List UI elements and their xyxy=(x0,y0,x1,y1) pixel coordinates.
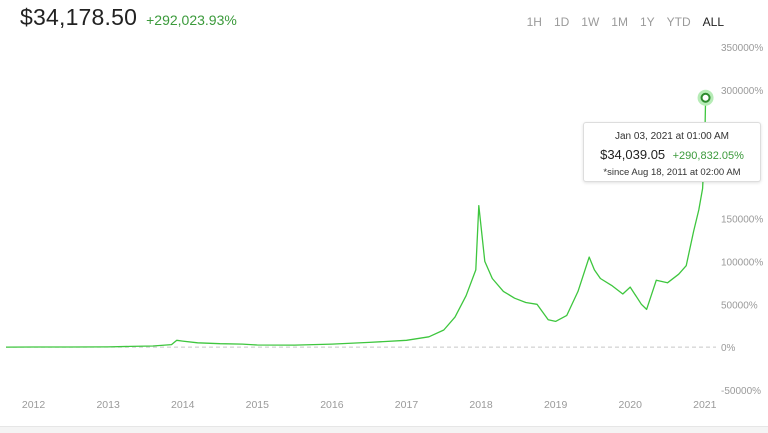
x-tick-label: 2014 xyxy=(171,399,195,411)
y-tick-label: 50000% xyxy=(721,300,758,311)
chart-tooltip: Jan 03, 2021 at 01:00 AM $34,039.05 +290… xyxy=(583,122,761,182)
tooltip-since-note: *since Aug 18, 2011 at 02:00 AM xyxy=(603,167,741,178)
y-tick-label: 150000% xyxy=(721,215,763,226)
x-tick-label: 2021 xyxy=(693,399,717,411)
x-tick-label: 2015 xyxy=(246,399,270,411)
range-ytd-button[interactable]: YTD xyxy=(666,15,691,29)
price-header: $34,178.50 +292,023.93% xyxy=(20,4,237,36)
x-tick-label: 2018 xyxy=(469,399,493,411)
x-tick-label: 2020 xyxy=(619,399,643,411)
x-tick-label: 2019 xyxy=(544,399,568,411)
y-tick-label: 300000% xyxy=(721,86,763,97)
tooltip-change-percent: +290,832.05% xyxy=(672,150,744,162)
y-tick-label: 350000% xyxy=(721,43,763,54)
highlight-point xyxy=(700,92,711,103)
time-range-selector: 1H 1D 1W 1M 1Y YTD ALL xyxy=(521,15,730,29)
range-1w-button[interactable]: 1W xyxy=(581,15,600,29)
y-tick-label: -50000% xyxy=(721,386,761,397)
series-line xyxy=(5,97,707,348)
y-tick-label: 0% xyxy=(721,343,736,354)
x-tick-label: 2016 xyxy=(320,399,344,411)
tooltip-price: $34,039.05 xyxy=(600,147,666,162)
y-tick-label: 100000% xyxy=(721,257,763,268)
x-tick-label: 2013 xyxy=(96,399,120,411)
range-1m-button[interactable]: 1M xyxy=(611,15,628,29)
current-price: $34,178.50 xyxy=(20,4,138,30)
range-1h-button[interactable]: 1H xyxy=(526,15,542,29)
range-1d-button[interactable]: 1D xyxy=(553,15,570,29)
tooltip-values: $34,039.05 +290,832.05% xyxy=(584,146,760,164)
total-change-percent: +292,023.93% xyxy=(146,12,237,28)
tooltip-date: Jan 03, 2021 at 01:00 AM xyxy=(615,131,729,142)
range-all-button[interactable]: ALL xyxy=(702,15,724,29)
x-tick-label: 2017 xyxy=(395,399,419,411)
range-1y-button[interactable]: 1Y xyxy=(639,15,655,29)
footer-divider xyxy=(0,426,768,433)
x-tick-label: 2012 xyxy=(22,399,46,411)
